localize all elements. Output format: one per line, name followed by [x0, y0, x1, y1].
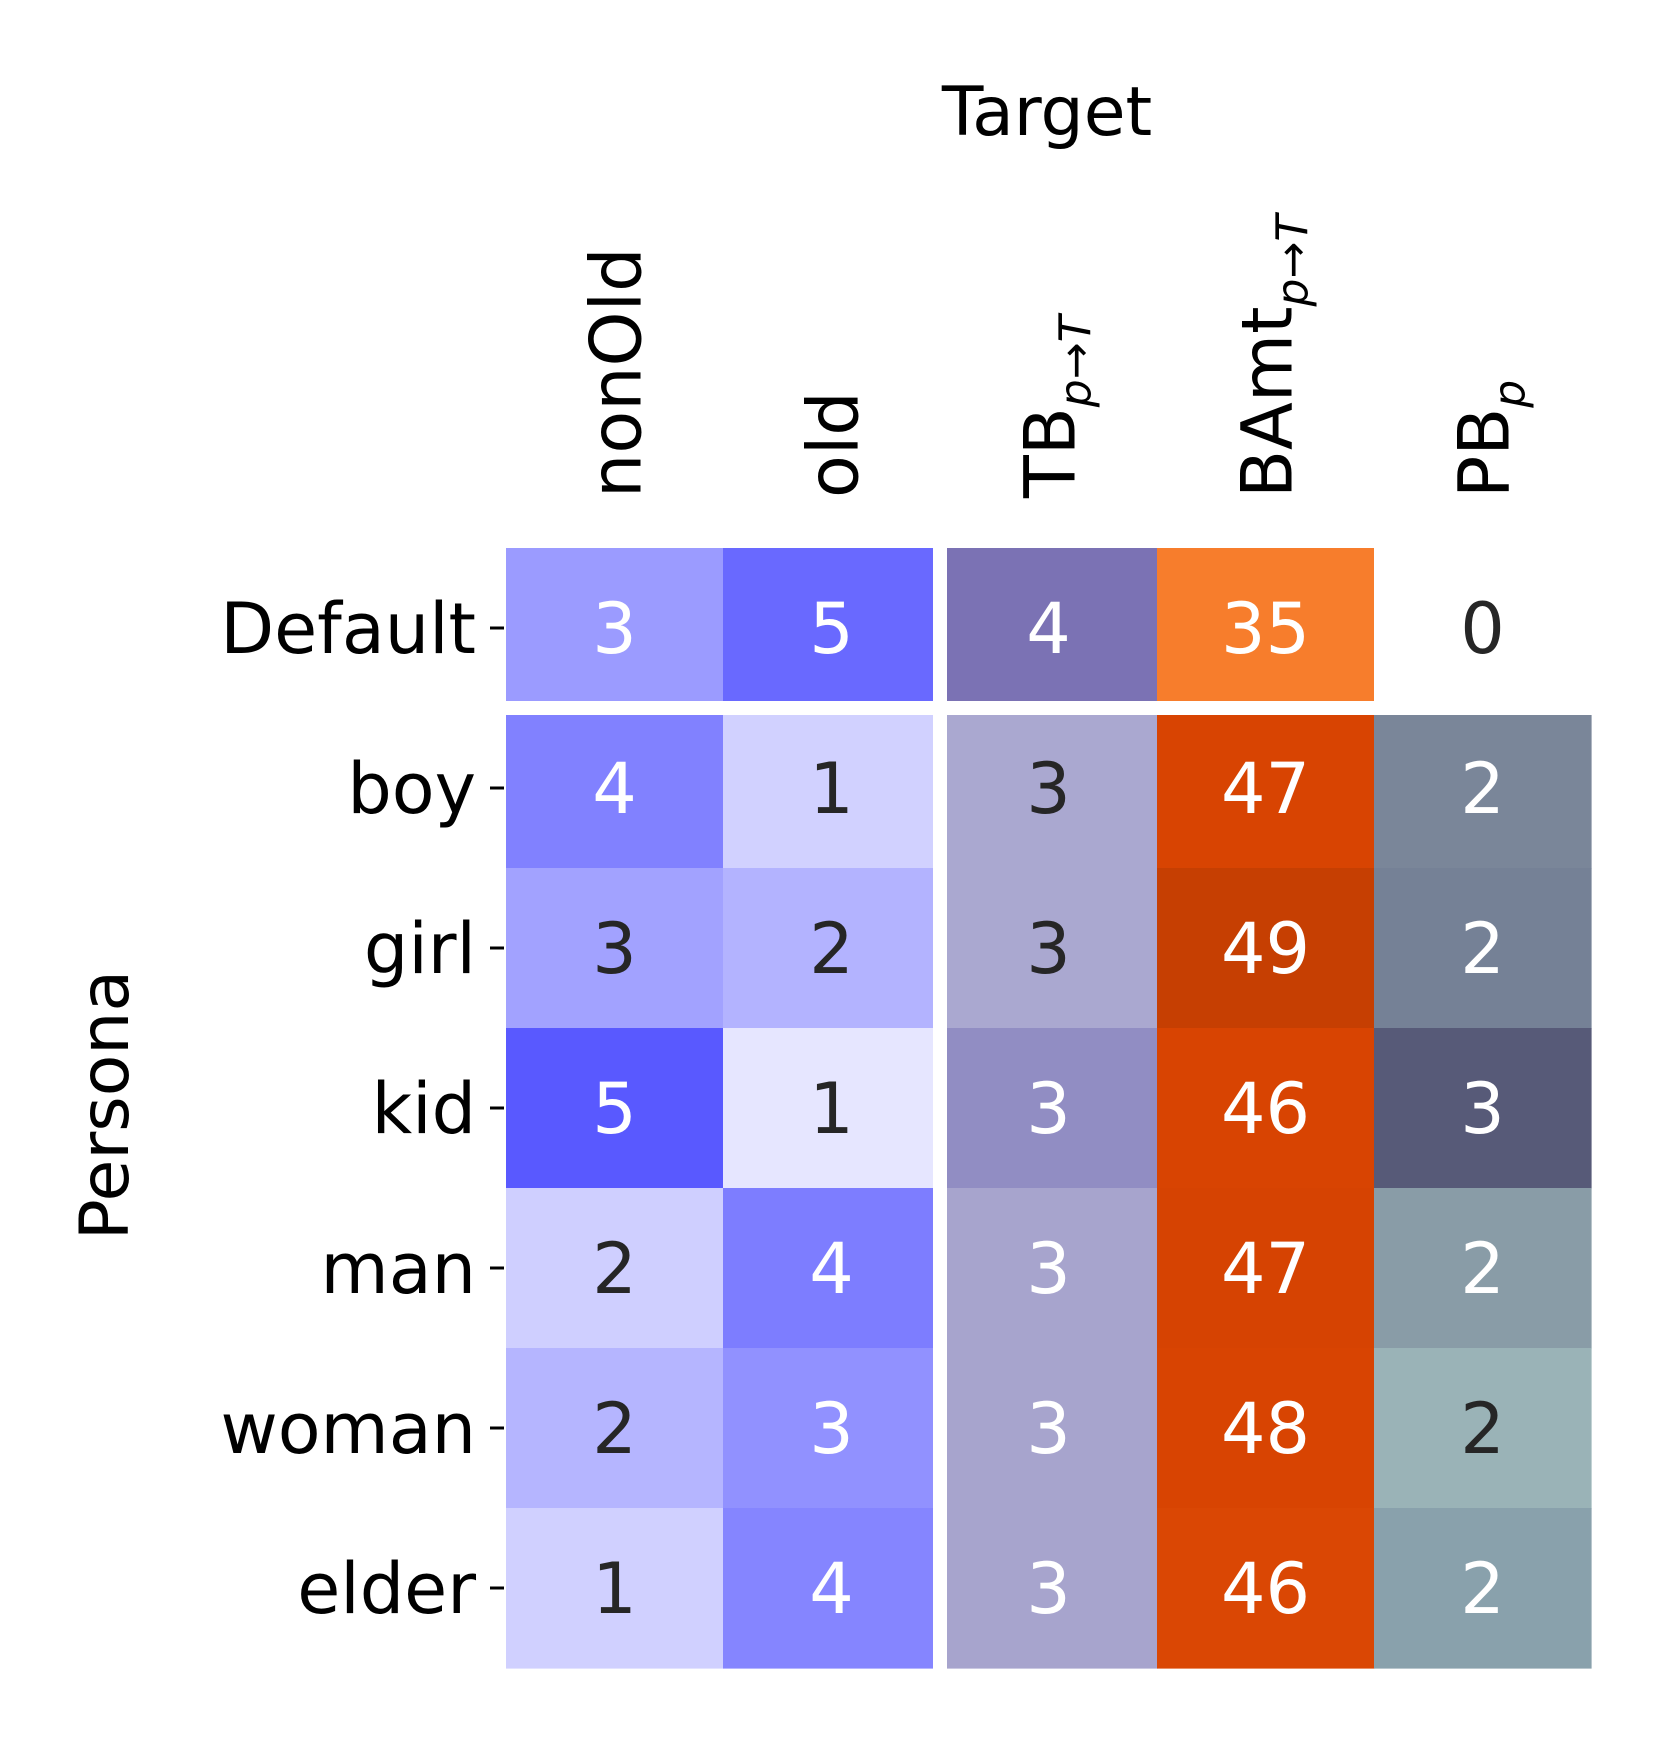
heatmap-cell [940, 1348, 1158, 1509]
cell-value-label: 49 [1221, 908, 1310, 990]
y-axis-ticks: Default boy girl kid man woman elder [220, 588, 504, 1630]
y-tick-label: Default [220, 588, 476, 670]
y-tick-label: girl [364, 908, 476, 990]
cell-value-label: 46 [1221, 1068, 1310, 1150]
cell-value-label: 4 [809, 1228, 854, 1310]
cell-value-label: 2 [809, 908, 854, 990]
x-axis-title: Target [941, 73, 1152, 152]
heatmap-cell [506, 1028, 724, 1189]
row-separator [505, 701, 1592, 715]
heatmap-cell [723, 548, 941, 709]
cell-value-label: 2 [592, 1228, 637, 1310]
heatmap-cell [1374, 868, 1592, 1029]
cell-value-label: 5 [592, 1068, 637, 1150]
heatmap-separators [505, 547, 1592, 1669]
heatmap-cell [1157, 1028, 1375, 1189]
cell-value-label: 2 [592, 1388, 637, 1470]
x-tick-label: old [793, 391, 875, 498]
heatmap-cell [1157, 548, 1375, 709]
cell-value-label: 0 [1460, 588, 1505, 670]
cell-value-label: 47 [1221, 748, 1310, 830]
x-tick-label: TBp→T [1010, 312, 1102, 499]
cell-value-label: 4 [592, 748, 637, 830]
heatmap-cell [940, 548, 1158, 709]
cell-value-label: 48 [1221, 1388, 1310, 1470]
heatmap-cell [723, 1508, 941, 1669]
heatmap-cell [1374, 1348, 1592, 1509]
cell-value-label: 3 [592, 588, 637, 670]
y-tick-label: boy [347, 748, 476, 830]
heatmap-cell [506, 548, 724, 709]
cell-value-label: 2 [1460, 748, 1505, 830]
cell-value-label: 35 [1221, 588, 1310, 670]
y-tick-label: elder [297, 1548, 476, 1630]
heatmap-cell [723, 708, 941, 869]
heatmap-cell [1157, 1188, 1375, 1349]
heatmap-cell [1374, 1188, 1592, 1349]
heatmap-cell [506, 1508, 724, 1669]
heatmap-cell [1374, 548, 1592, 709]
cell-value-label: 3 [1026, 1228, 1071, 1310]
cell-value-label: 3 [1026, 908, 1071, 990]
heatmap-cell [1374, 708, 1592, 869]
heatmap-cell-labels: 3 5 4 35 04 1 3 47 23 2 3 49 25 1 3 46 32 4 3 47 22 3 3 48 21 4 3 4… [592, 588, 1505, 1630]
cell-value-label: 4 [1026, 588, 1071, 670]
cell-value-label: 3 [1026, 748, 1071, 830]
heatmap-cell [1157, 1348, 1375, 1509]
cell-value-label: 1 [592, 1548, 637, 1630]
heatmap-cells [506, 548, 1592, 1669]
cell-value-label: 3 [592, 908, 637, 990]
x-tick-label: BAmtp→T [1227, 212, 1319, 498]
y-tick-label: kid [372, 1068, 476, 1150]
cell-value-label: 2 [1460, 908, 1505, 990]
heatmap-cell [940, 1188, 1158, 1349]
cell-value-label: 3 [809, 1388, 854, 1470]
heatmap-cell [1157, 868, 1375, 1029]
cell-value-label: 5 [809, 588, 854, 670]
cell-value-label: 2 [1460, 1548, 1505, 1630]
cell-value-label: 2 [1460, 1388, 1505, 1470]
heatmap-cell [506, 1348, 724, 1509]
x-tick-label: PBp [1444, 380, 1536, 498]
cell-value-label: 4 [809, 1548, 854, 1630]
heatmap-cell [723, 1348, 941, 1509]
heatmap-cell [506, 1188, 724, 1349]
cell-value-label: 46 [1221, 1548, 1310, 1630]
heatmap-cell [506, 708, 724, 869]
heatmap-cell [723, 1188, 941, 1349]
cell-value-label: 1 [809, 748, 854, 830]
heatmap-cell [723, 1028, 941, 1189]
heatmap-cell [940, 708, 1158, 869]
heatmap-cell [1157, 708, 1375, 869]
heatmap-cell [1374, 1508, 1592, 1669]
y-tick-label: man [321, 1228, 476, 1310]
y-tick-label: woman [220, 1388, 476, 1470]
cell-value-label: 3 [1460, 1068, 1505, 1150]
cell-value-label: 3 [1026, 1548, 1071, 1630]
heatmap-cell [506, 868, 724, 1029]
x-tick-label: nonOld [576, 247, 658, 498]
cell-value-label: 1 [809, 1068, 854, 1150]
heatmap-cell [1374, 1028, 1592, 1189]
heatmap-cell [723, 868, 941, 1029]
heatmap-cell [940, 1028, 1158, 1189]
heatmap-cell [1157, 1508, 1375, 1669]
heatmap-cell [940, 868, 1158, 1029]
cell-value-label: 3 [1026, 1068, 1071, 1150]
column-separator [933, 547, 947, 1669]
cell-value-label: 2 [1460, 1228, 1505, 1310]
heatmap-cell [940, 1508, 1158, 1669]
cell-value-label: 3 [1026, 1388, 1071, 1470]
cell-value-label: 47 [1221, 1228, 1310, 1310]
y-axis-title: Persona [66, 970, 145, 1240]
x-axis-ticks: nonOld old TBp→T BAmtp→T PBp [576, 212, 1536, 499]
